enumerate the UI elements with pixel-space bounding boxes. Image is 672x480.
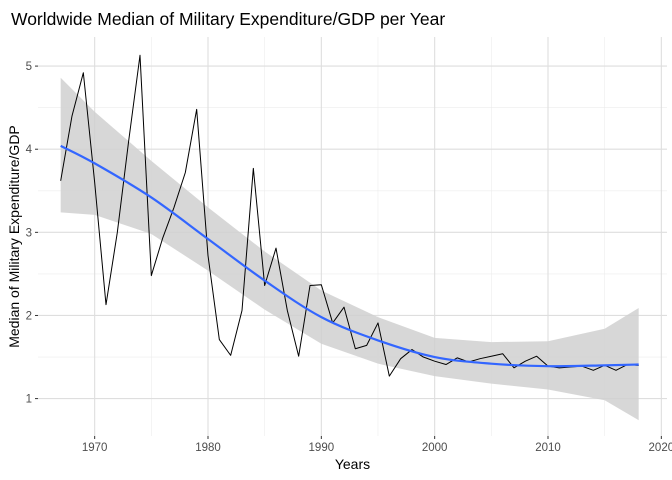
observed-median-line	[60, 54, 639, 377]
x-tick-label: 1970	[82, 442, 108, 454]
x-tick-label: 1980	[195, 442, 221, 454]
y-tick-label: 1	[26, 394, 32, 406]
y-tick-label: 3	[26, 227, 32, 239]
y-axis-ticks: 1 2 3 4 5	[26, 61, 38, 406]
confidence-band	[60, 77, 639, 421]
x-axis-ticks: 1970 1980 1990 2000 2010 2020	[82, 436, 672, 454]
x-tick-label: 2000	[422, 442, 448, 454]
y-axis-title: Median of Military Expenditure/GDP	[6, 125, 22, 348]
smoothed-trend-line	[60, 144, 639, 368]
x-tick-label: 2020	[649, 442, 672, 454]
chart-title: Worldwide Median of Military Expenditure…	[11, 9, 445, 29]
x-axis-title: Years	[335, 456, 370, 472]
y-tick-label: 4	[26, 144, 33, 156]
x-tick-label: 2010	[535, 442, 561, 454]
y-tick-label: 2	[26, 310, 32, 322]
y-tick-label: 5	[26, 61, 32, 73]
x-tick-label: 1990	[309, 442, 335, 454]
